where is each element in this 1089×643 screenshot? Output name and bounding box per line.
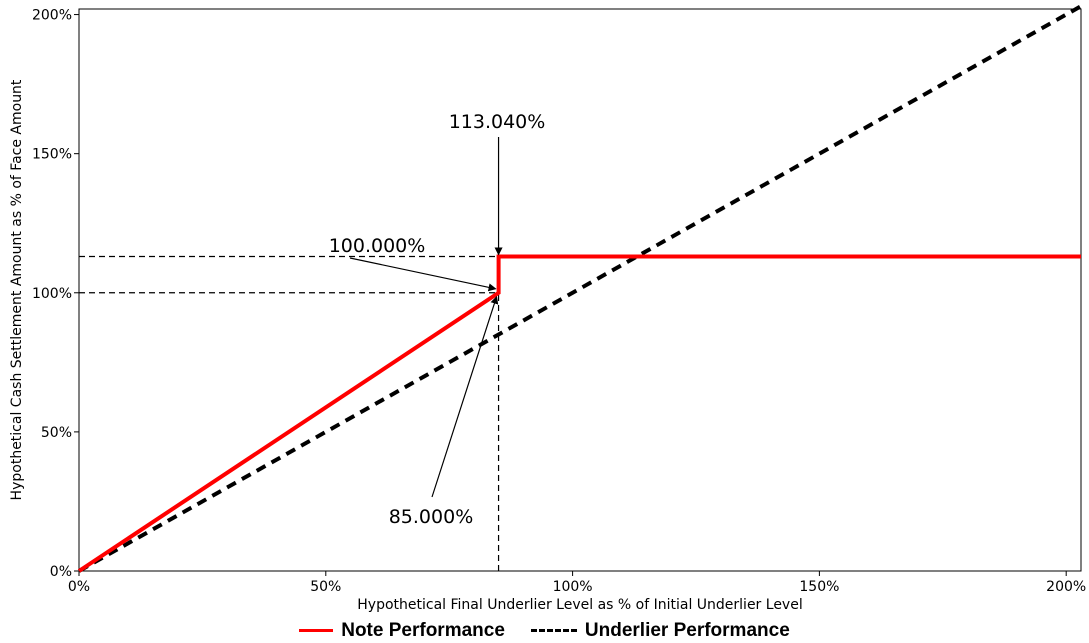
y-tick-label: 100% — [32, 286, 72, 302]
x-tick-label: 150% — [799, 579, 839, 595]
series-line-underlier-performance — [78, 4, 1082, 573]
x-tick-label: 0% — [68, 579, 90, 595]
annotation-85-label: 85.000% — [389, 506, 474, 528]
annotation-113-label: 113.040% — [449, 111, 546, 133]
annotation-100-arrow — [349, 257, 497, 292]
y-tick-label: 200% — [32, 8, 72, 24]
plot-frame — [78, 8, 1082, 572]
legend: Note Performance Underlier Performance — [0, 618, 1089, 643]
y-tick-label: 150% — [32, 147, 72, 163]
legend-label-underlier: Underlier Performance — [584, 619, 790, 641]
annotation-85-arrow — [431, 295, 499, 498]
legend-swatch-underlier — [530, 629, 577, 632]
y-tick-label: 50% — [41, 425, 72, 441]
legend-swatch-note — [299, 629, 334, 632]
y-tick-label: 0% — [50, 564, 72, 580]
x-tick-label: 200% — [1046, 579, 1086, 595]
legend-label-note: Note Performance — [341, 619, 505, 641]
legend-item-note: Note Performance — [299, 620, 505, 642]
x-tick-label: 100% — [553, 579, 593, 595]
x-axis-title: Hypothetical Final Underlier Level as % … — [357, 597, 802, 613]
x-tick-label: 50% — [310, 579, 341, 595]
annotation-100-label: 100.000% — [329, 235, 426, 257]
y-axis-title: Hypothetical Cash Settlement Amount as %… — [9, 79, 25, 500]
legend-item-underlier: Underlier Performance — [530, 619, 790, 642]
chart: 0% 50% 100% 150% 200% 0% 50% 100% 150% 200% 113.… — [9, 4, 1086, 613]
series-line-note-performance — [77, 254, 1081, 573]
